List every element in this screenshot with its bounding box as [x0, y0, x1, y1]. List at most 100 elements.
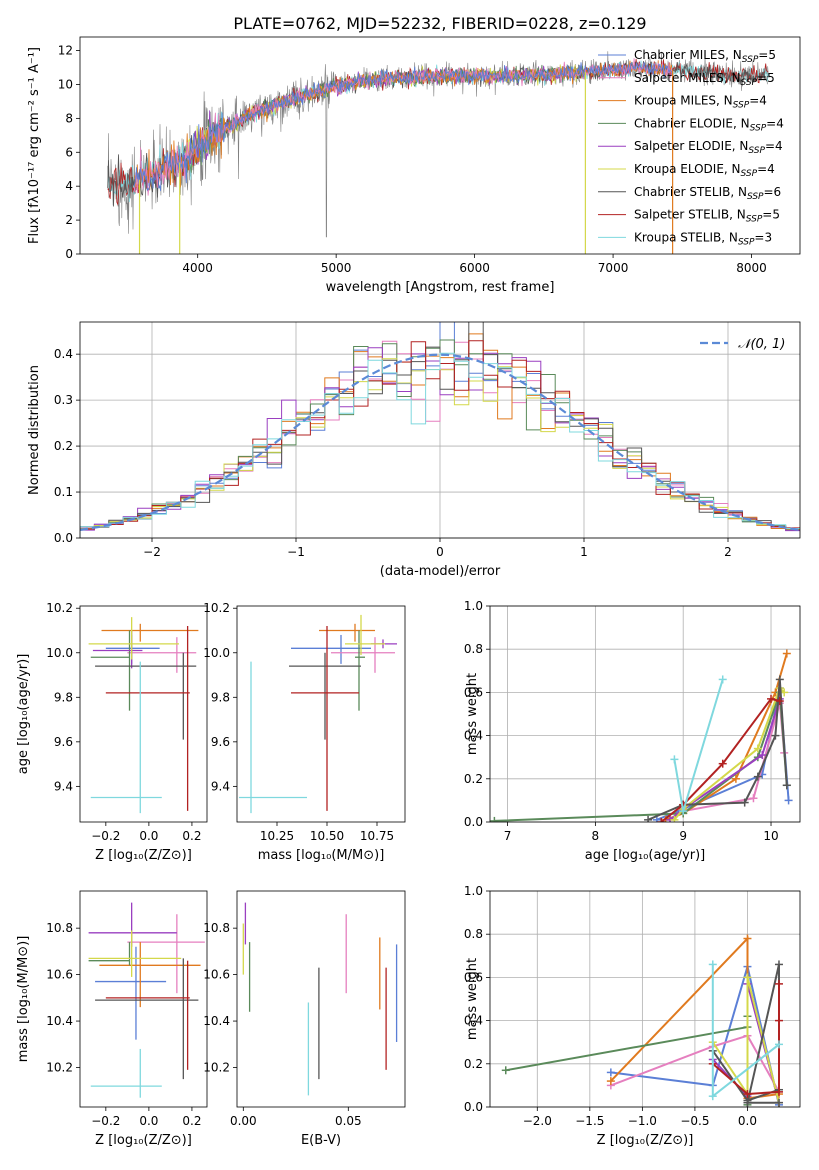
weight-line [711, 977, 780, 1103]
x-tick-label: 10.75 [360, 829, 394, 843]
weight-line [711, 964, 780, 1104]
plot-area [107, 51, 769, 254]
legend-label: Kroupa ELODIE, NSSP=4 [634, 162, 775, 179]
plot-area [490, 649, 793, 822]
y-tick-label: 10 [58, 77, 73, 91]
y-tick-label: 0.2 [54, 439, 73, 453]
y-tick-label: 9.4 [211, 779, 230, 793]
y-tick-label: 10.4 [203, 1014, 230, 1028]
figure-title: PLATE=0762, MJD=52232, FIBERID=0228, z=0… [233, 14, 646, 33]
x-tick-label: 0.2 [182, 829, 201, 843]
plot-area [88, 617, 199, 814]
y-tick-label: 0.0 [54, 531, 73, 545]
y-tick-label: 0.8 [464, 927, 483, 941]
axes-frame [79, 321, 801, 539]
model-spectrum-chabrier-miles [133, 61, 673, 192]
y-tick-label: 10.6 [203, 968, 230, 982]
x-tick-label: 0 [436, 545, 444, 559]
panel-5: 7 8 9 10 0.0 0.2 0.4 0.6 0.8 1.0 age [log₁₀(age/yr… [464, 599, 801, 863]
weight-line [505, 1016, 749, 1105]
y-tick-label: 10.0 [46, 646, 73, 660]
histogram-kroupa-stelib [80, 352, 800, 538]
y-tick-label: 8 [65, 111, 73, 125]
x-tick-label: 7 [504, 829, 512, 843]
legend-label: 𝒩(0, 1) [738, 337, 785, 352]
x-tick-label: 0.2 [182, 1114, 201, 1128]
y-tick-label: 10.6 [46, 968, 73, 982]
y-axis-label: Flux [fλ10⁻¹⁷ erg cm⁻² s⁻¹ A⁻¹] [27, 47, 42, 244]
y-axis-label: age [log₁₀(age/yr)] [16, 654, 31, 775]
y-tick-label: 4 [65, 179, 73, 193]
y-tick-label: 6 [65, 145, 73, 159]
y-tick-label: 0.0 [464, 815, 483, 829]
y-tick-label: 0.4 [464, 729, 483, 743]
legend-label: Chabrier MILES, NSSP=5 [634, 48, 776, 65]
axes-frame [79, 36, 801, 255]
x-tick-label: 9 [679, 829, 687, 843]
legend-label: Kroupa STELIB, NSSP=3 [634, 230, 772, 247]
axes-frame [236, 890, 406, 1108]
y-tick-label: 0.6 [464, 685, 483, 699]
x-axis-label: Z [log₁₀(Z/Z⊙)] [95, 1133, 192, 1148]
x-tick-label: 0.0 [139, 829, 158, 843]
y-tick-label: 10.8 [46, 921, 73, 935]
x-tick-label: −1.0 [628, 1114, 657, 1128]
x-tick-label: 10.50 [310, 829, 344, 843]
x-tick-label: 1 [580, 545, 588, 559]
y-tick-label: 0.6 [464, 970, 483, 984]
x-tick-label: −0.5 [680, 1114, 709, 1128]
weight-line [712, 983, 780, 1096]
plot-area [239, 614, 397, 814]
x-tick-label: 8 [592, 829, 600, 843]
y-tick-label: 10.0 [203, 646, 230, 660]
panel-4: 10.25 10.50 10.75 9.4 9.6 9.8 10.0 10.2 mass [lo… [203, 601, 406, 863]
panel-8: −2.0 −1.5 −1.0 −0.5 0.0 0.0 0.2 0.4 0.6 0.8 1.0 Z [… [464, 884, 801, 1148]
y-tick-label: 1.0 [464, 884, 483, 898]
legend: Chabrier MILES, NSSP=5 Salpeter MILES, NS… [598, 48, 784, 247]
y-tick-label: 9.4 [54, 779, 73, 793]
x-tick-label: 8000 [736, 261, 767, 275]
y-tick-label: 12 [58, 44, 73, 58]
y-tick-label: 0.4 [54, 347, 73, 361]
x-axis-label: Z [log₁₀(Z/Z⊙)] [95, 848, 192, 863]
y-tick-label: 0.8 [464, 642, 483, 656]
x-tick-label: 10 [763, 829, 778, 843]
axes-frame [236, 605, 406, 823]
panel-2: −2 −1 0 1 2 0.0 0.1 0.2 0.3 0.4 (data-model)/error… [27, 321, 801, 579]
x-tick-label: 2 [724, 545, 732, 559]
y-tick-label: 10.2 [203, 1061, 230, 1075]
y-tick-label: 0.1 [54, 485, 73, 499]
y-tick-label: 0.0 [464, 1100, 483, 1114]
plot-area [88, 902, 205, 1098]
y-axis-label: Normed distribution [27, 365, 42, 495]
legend-label: Kroupa MILES, NSSP=4 [634, 94, 767, 111]
y-tick-label: 10.4 [46, 1014, 73, 1028]
x-axis-label: (data-model)/error [380, 564, 501, 579]
x-axis-label: mass [log₁₀(M/M⊙)] [258, 848, 385, 863]
legend-label: Chabrier ELODIE, NSSP=4 [634, 116, 784, 133]
plot-area [242, 902, 398, 1096]
y-axis-label: mass weight [465, 673, 480, 755]
panel-6: −0.2 0.0 0.2 10.2 10.4 10.6 10.8 Z [log₁₀(Z/Z⊙)… [16, 890, 208, 1148]
y-tick-label: 0.4 [464, 1014, 483, 1028]
y-tick-label: 0 [65, 247, 73, 261]
y-tick-label: 1.0 [464, 599, 483, 613]
y-tick-label: 0.2 [464, 772, 483, 786]
axes-frame [489, 890, 801, 1108]
y-tick-label: 10.2 [46, 1061, 73, 1075]
y-tick-label: 9.8 [211, 690, 230, 704]
x-tick-label: −1.5 [575, 1114, 604, 1128]
y-tick-label: 0.3 [54, 393, 73, 407]
panel-7: 0.00 0.05 10.2 10.4 10.6 10.8 E(B-V) [203, 890, 406, 1148]
x-axis-label: wavelength [Angstrom, rest frame] [326, 280, 555, 295]
plot-area [80, 322, 800, 538]
panel-3: −0.2 0.0 0.2 9.4 9.6 9.8 10.0 10.2 Z [log₁₀(Z/Z⊙… [16, 601, 208, 863]
y-tick-label: 10.2 [46, 601, 73, 615]
y-axis-label: mass [log₁₀(M/M⊙)] [16, 936, 31, 1063]
legend-label: Salpeter MILES, NSSP=5 [634, 71, 775, 88]
x-tick-label: 10.25 [260, 829, 294, 843]
x-tick-label: −2 [143, 545, 161, 559]
x-tick-label: 5000 [321, 261, 352, 275]
y-tick-label: 10.2 [203, 601, 230, 615]
